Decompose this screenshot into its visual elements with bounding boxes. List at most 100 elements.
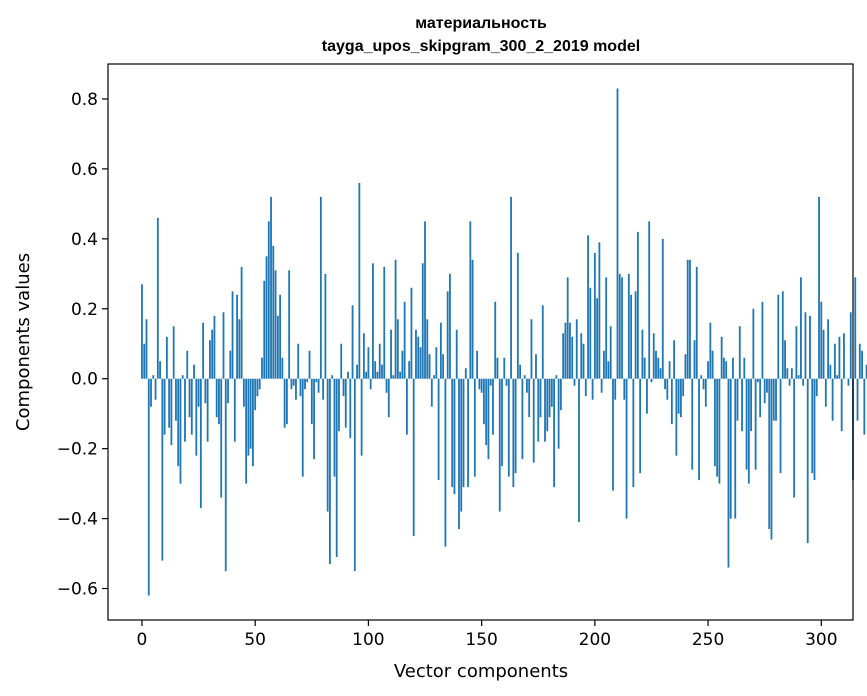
bar-90	[344, 378, 347, 428]
bar-83	[329, 378, 331, 565]
bar-27	[202, 322, 205, 379]
chart-title: материальность	[415, 15, 547, 32]
bar-24	[195, 378, 198, 456]
bar-46	[245, 378, 248, 484]
bar-183	[555, 375, 558, 379]
bar-201	[596, 298, 599, 379]
bar-133	[442, 354, 445, 379]
bar-162	[507, 378, 510, 477]
bar-130	[435, 347, 438, 379]
bar-63	[283, 378, 286, 428]
bar-8	[159, 361, 161, 379]
bar-225	[650, 378, 653, 383]
bar-70	[299, 378, 302, 397]
bar-240	[684, 354, 687, 379]
bar-204	[603, 350, 605, 379]
x-tick-label: 100	[352, 630, 384, 650]
bar-98	[362, 333, 365, 379]
bar-282	[779, 378, 782, 474]
bar-60	[276, 315, 279, 379]
bar-0	[141, 284, 143, 379]
bar-102	[372, 263, 374, 379]
bar-223	[646, 378, 648, 414]
bar-287	[790, 368, 793, 379]
y-axis: −0.6 −0.4 −0.2 0.0 0.2 0.4 0.6 0.8	[57, 90, 108, 600]
bar-214	[625, 378, 628, 519]
bar-184	[557, 378, 560, 449]
bar-99	[365, 371, 368, 379]
bar-74	[308, 350, 311, 379]
bar-238	[679, 378, 682, 418]
y-tick-label: 0.4	[71, 230, 98, 250]
x-tick-label: 300	[805, 630, 837, 650]
bar-305	[831, 378, 834, 421]
bar-86	[335, 378, 338, 558]
bar-221	[641, 329, 644, 379]
bar-143	[464, 368, 467, 379]
bar-120	[412, 378, 415, 537]
bar-124	[421, 263, 424, 379]
bar-19	[184, 378, 186, 442]
bar-62	[281, 357, 284, 379]
bar-253	[713, 378, 716, 467]
bar-230	[661, 238, 664, 379]
bar-15	[175, 378, 177, 421]
bar-13	[170, 378, 173, 446]
bar-203	[600, 378, 603, 393]
y-tick-label: −0.2	[57, 440, 98, 460]
bar-129	[433, 375, 435, 379]
bar-125	[424, 221, 426, 379]
bar-248	[702, 378, 705, 390]
bar-237	[677, 378, 680, 414]
bar-36	[222, 312, 225, 379]
bar-291	[800, 277, 802, 379]
bar-10	[163, 378, 166, 435]
bar-179	[546, 378, 549, 432]
bar-4	[150, 378, 152, 407]
bar-88	[340, 343, 343, 379]
bar-9	[161, 378, 164, 561]
bar-147	[473, 378, 476, 477]
bar-104	[376, 371, 379, 379]
bar-252	[711, 350, 714, 379]
bar-215	[627, 273, 630, 379]
x-tick-label: 250	[692, 630, 724, 650]
bar-85	[333, 378, 336, 477]
bar-310	[843, 333, 845, 379]
bar-137	[451, 378, 454, 488]
bar-213	[623, 378, 626, 400]
bar-3	[147, 378, 150, 596]
bar-289	[795, 326, 798, 379]
bar-21	[188, 378, 191, 418]
bar-37	[224, 378, 227, 572]
bar-101	[369, 378, 372, 390]
bar-38	[227, 378, 229, 404]
bar-42	[236, 294, 238, 379]
bar-276	[766, 378, 768, 393]
bar-260	[729, 378, 732, 519]
bar-56	[267, 221, 270, 379]
bar-6	[154, 378, 157, 400]
bar-218	[634, 291, 637, 379]
bar-164	[512, 378, 515, 488]
bar-200	[593, 252, 596, 379]
bar-196	[584, 378, 587, 397]
bar-255	[718, 378, 721, 484]
bar-210	[616, 88, 619, 379]
bar-160	[503, 357, 506, 379]
bar-155	[492, 378, 494, 435]
bar-44	[240, 266, 243, 379]
bar-307	[836, 375, 839, 379]
bar-67	[292, 378, 295, 386]
bar-319	[863, 378, 866, 435]
bar-205	[605, 277, 608, 379]
bar-228	[657, 357, 660, 379]
bar-5	[152, 375, 155, 379]
bar-275	[763, 378, 766, 404]
bar-172	[530, 319, 533, 379]
plot-frame	[107, 63, 854, 621]
bar-33	[215, 378, 218, 418]
bar-75	[310, 378, 313, 425]
bar-7	[156, 217, 159, 379]
bar-80	[322, 378, 325, 400]
